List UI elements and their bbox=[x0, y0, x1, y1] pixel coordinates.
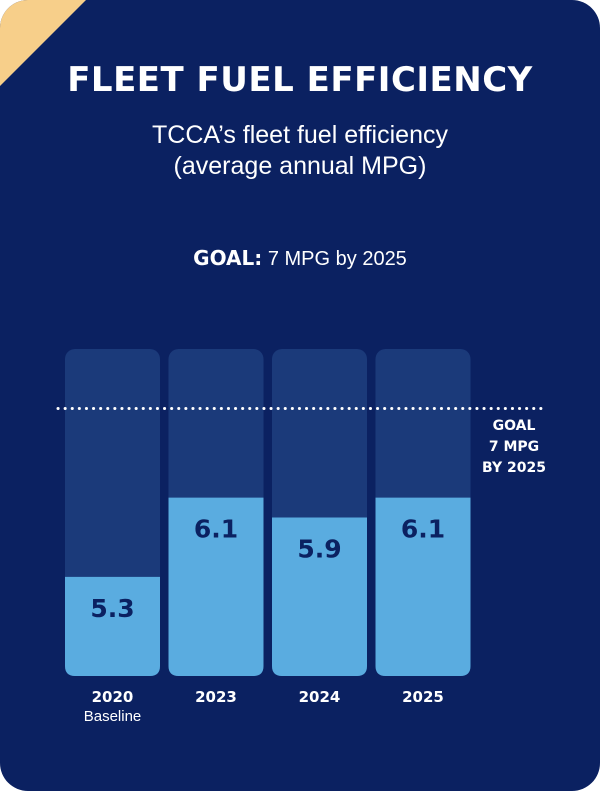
bar-value-label: 6.1 bbox=[194, 515, 238, 544]
x-tick-label: 2020 bbox=[92, 688, 134, 706]
bar bbox=[375, 497, 471, 676]
corner-accent bbox=[0, 0, 86, 86]
bar-value-label: 5.9 bbox=[297, 534, 341, 563]
bar bbox=[168, 497, 264, 676]
x-tick-label: 2025 bbox=[402, 688, 444, 706]
bar-value-label: 6.1 bbox=[401, 515, 445, 544]
goal-statement-text: 7 MPG by 2025 bbox=[267, 248, 407, 270]
chart-title: FLEET FUEL EFFICIENCY bbox=[67, 60, 533, 100]
bar bbox=[65, 576, 160, 676]
bar bbox=[272, 517, 367, 676]
goal-statement-label: GOAL: bbox=[193, 246, 263, 270]
goal-annotation: GOAL bbox=[493, 418, 536, 434]
subtitle-line-1: TCCA’s fleet fuel efficiency bbox=[152, 121, 448, 149]
goal-annotation: 7 MPG bbox=[489, 439, 539, 455]
subtitle-line-2: (average annual MPG) bbox=[173, 152, 427, 180]
x-tick-label: 2024 bbox=[299, 688, 341, 706]
goal-annotation: BY 2025 bbox=[482, 460, 546, 476]
x-tick-label: 2023 bbox=[195, 688, 237, 706]
bar-value-label: 5.3 bbox=[90, 594, 134, 623]
x-tick-sublabel: Baseline bbox=[84, 708, 142, 725]
goal-statement: GOAL: 7 MPG by 2025 bbox=[0, 246, 600, 271]
chart-subtitle: TCCA’s fleet fuel efficiency (average an… bbox=[100, 120, 500, 182]
